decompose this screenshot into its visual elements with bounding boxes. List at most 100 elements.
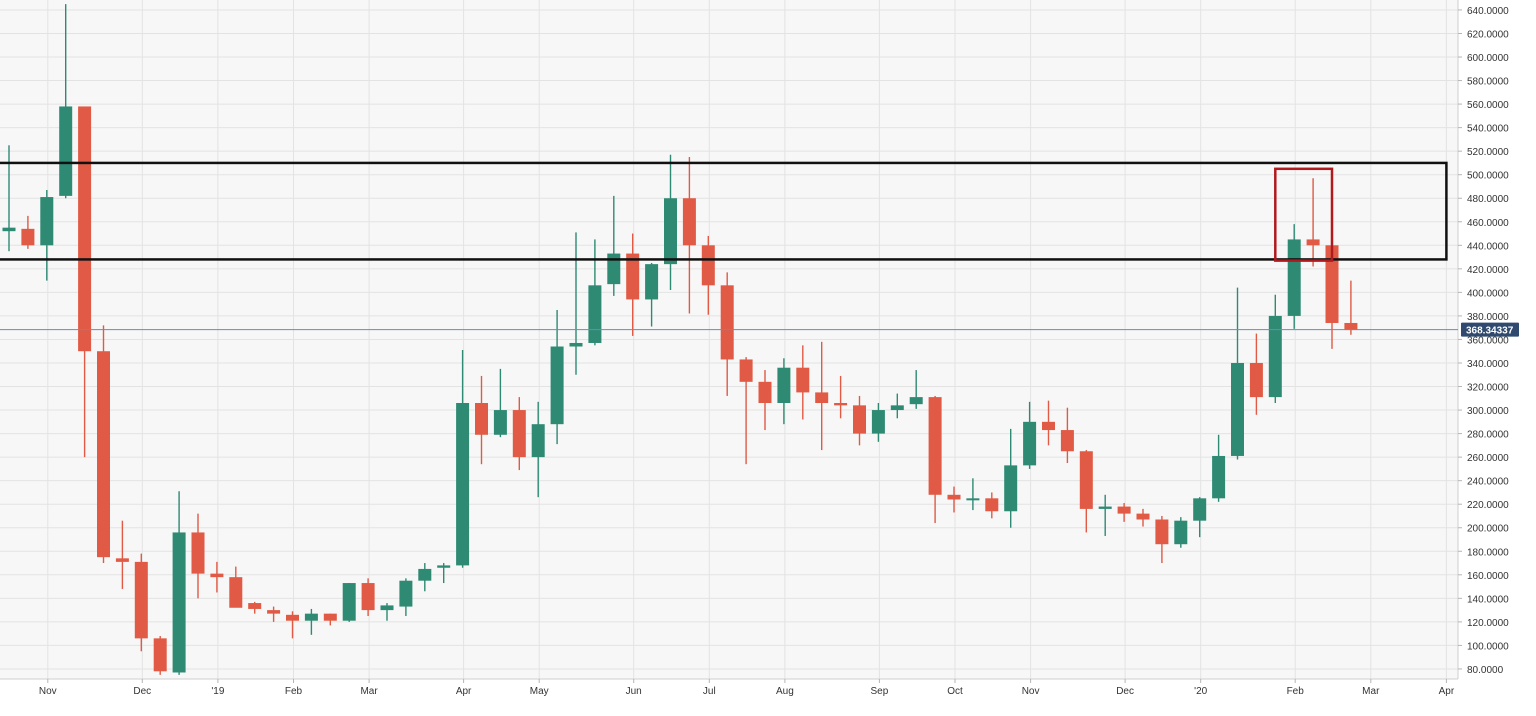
candle-down — [815, 341, 829, 451]
y-tick-label: 480.0000 — [1467, 194, 1509, 205]
x-tick-label: Sep — [871, 686, 889, 697]
y-tick-label: 240.0000 — [1467, 477, 1509, 488]
y-tick-label: 100.0000 — [1467, 641, 1509, 652]
candle-up — [304, 608, 318, 635]
candle-down — [928, 395, 942, 524]
candle-down — [361, 578, 375, 616]
candle-body — [1004, 465, 1018, 512]
candle-body — [777, 367, 791, 403]
candle-up — [172, 491, 186, 675]
candle-body — [1325, 245, 1339, 323]
candle-down — [739, 357, 753, 465]
x-tick-label: Mar — [360, 686, 378, 697]
candle-down — [97, 325, 110, 564]
candle-up — [588, 239, 602, 346]
candle-down — [1344, 280, 1358, 335]
candle-up — [40, 189, 54, 281]
candle-body — [890, 405, 904, 411]
candle-down — [248, 601, 262, 614]
candle-body — [1212, 455, 1226, 499]
x-tick-label: Feb — [1287, 686, 1305, 697]
x-tick-label: Nov — [1022, 686, 1040, 697]
candle-body — [1287, 239, 1301, 316]
x-tick-label: '19 — [211, 686, 224, 697]
candle-down — [210, 561, 224, 593]
candle-down — [267, 606, 281, 622]
candle-up — [493, 368, 507, 438]
candle-down — [229, 566, 243, 608]
y-tick-label: 160.0000 — [1467, 571, 1509, 582]
candle-up — [1212, 434, 1226, 502]
y-tick-label: 640.0000 — [1467, 6, 1509, 17]
y-tick-label: 420.0000 — [1467, 265, 1509, 276]
y-tick-label: 440.0000 — [1467, 241, 1509, 252]
x-tick-label: Jul — [703, 686, 716, 697]
y-tick-label: 200.0000 — [1467, 524, 1509, 535]
candle-body — [399, 580, 413, 607]
candle-body — [475, 402, 488, 435]
candle-down — [626, 233, 640, 336]
candle-down — [1060, 407, 1074, 464]
candle-down — [134, 553, 148, 652]
candle-body — [40, 197, 54, 246]
y-tick-label: 140.0000 — [1467, 594, 1509, 605]
candle-body — [418, 568, 432, 581]
candle-body — [550, 346, 564, 425]
y-tick-label: 560.0000 — [1467, 100, 1509, 111]
candle-up — [1231, 287, 1244, 460]
candle-down — [286, 611, 299, 639]
candle-body — [493, 410, 507, 435]
current-price: 368.34337 — [0, 322, 1519, 337]
y-tick-label: 220.0000 — [1467, 500, 1509, 511]
candle-body — [323, 613, 337, 621]
candle-body — [153, 638, 167, 672]
x-tick-label: Jun — [626, 686, 642, 697]
candle-up — [59, 4, 73, 199]
candle-down — [758, 370, 772, 431]
y-tick-label: 500.0000 — [1467, 171, 1509, 182]
candle-up — [777, 358, 791, 425]
candle-body — [456, 402, 470, 566]
candle-body — [1098, 506, 1112, 509]
candle-body — [380, 605, 394, 611]
candle-body — [531, 424, 545, 458]
candle-body — [191, 532, 205, 574]
x-tick-label: Dec — [133, 686, 151, 697]
y-tick-label: 620.0000 — [1467, 29, 1509, 40]
candle-body — [1042, 421, 1055, 431]
y-tick-label: 300.0000 — [1467, 406, 1509, 417]
candle-body — [21, 228, 35, 246]
x-tick-label: Dec — [1116, 686, 1134, 697]
y-tick-label: 520.0000 — [1467, 147, 1509, 158]
candle-body — [2, 227, 16, 232]
axis-background — [1458, 0, 1536, 711]
candle-down — [1155, 515, 1169, 564]
candle-down — [947, 486, 961, 513]
candle-down — [323, 613, 337, 626]
candle-body — [1306, 239, 1320, 246]
candle-body — [1060, 430, 1074, 452]
candle-up — [1098, 494, 1112, 536]
candle-body — [834, 402, 848, 406]
candle-body — [966, 498, 980, 501]
candle-down — [1249, 333, 1263, 415]
y-tick-label: 80.0000 — [1467, 665, 1504, 676]
x-axis: Nov Dec '19 Feb Mar Apr May Jun Jul Aug Sep Oct Nov D… — [39, 679, 1455, 697]
candle-down — [512, 397, 526, 471]
candle-body — [1249, 362, 1263, 398]
candle-up — [569, 232, 583, 375]
x-tick-label: May — [530, 686, 549, 697]
candle-up — [380, 603, 394, 621]
candle-up — [1004, 428, 1018, 528]
candle-body — [871, 410, 885, 434]
candle-body — [985, 498, 999, 512]
candle-body — [569, 342, 583, 347]
highlight-box — [1274, 167, 1334, 262]
candle-body — [115, 558, 129, 562]
candle-up — [1193, 497, 1207, 538]
x-tick-label: Apr — [1439, 686, 1455, 697]
y-tick-label: 600.0000 — [1467, 53, 1509, 64]
candle-body — [78, 106, 92, 352]
y-tick-label: 460.0000 — [1467, 218, 1509, 229]
